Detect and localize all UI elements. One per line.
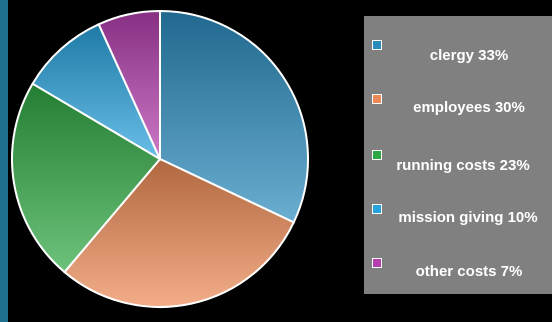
pie-slice-other-costs <box>97 9 161 160</box>
legend-label-employees: employees 30% <box>413 99 525 116</box>
pie-slice-clergy <box>159 9 309 224</box>
legend-swatch-running-costs <box>372 150 382 160</box>
legend: clergy 33% employees 30% running costs 2… <box>364 16 552 294</box>
pie-slice-employees <box>63 157 296 308</box>
pie-slice-running-costs <box>11 82 162 274</box>
legend-swatch-other-costs <box>372 258 382 268</box>
legend-swatch-clergy <box>372 40 382 50</box>
pie-slice-mission-giving <box>31 22 163 162</box>
legend-label-other-costs: other costs 7% <box>415 263 523 280</box>
legend-swatch-mission-giving <box>372 204 382 214</box>
legend-swatch-employees <box>372 94 382 104</box>
pie-chart <box>11 9 309 308</box>
legend-label-clergy: clergy 33% <box>429 47 509 64</box>
legend-label-mission-giving: mission giving 10% <box>398 209 538 226</box>
legend-label-running-costs: running costs 23% <box>396 157 530 174</box>
chart-area: clergy 33% employees 30% running costs 2… <box>8 0 552 322</box>
